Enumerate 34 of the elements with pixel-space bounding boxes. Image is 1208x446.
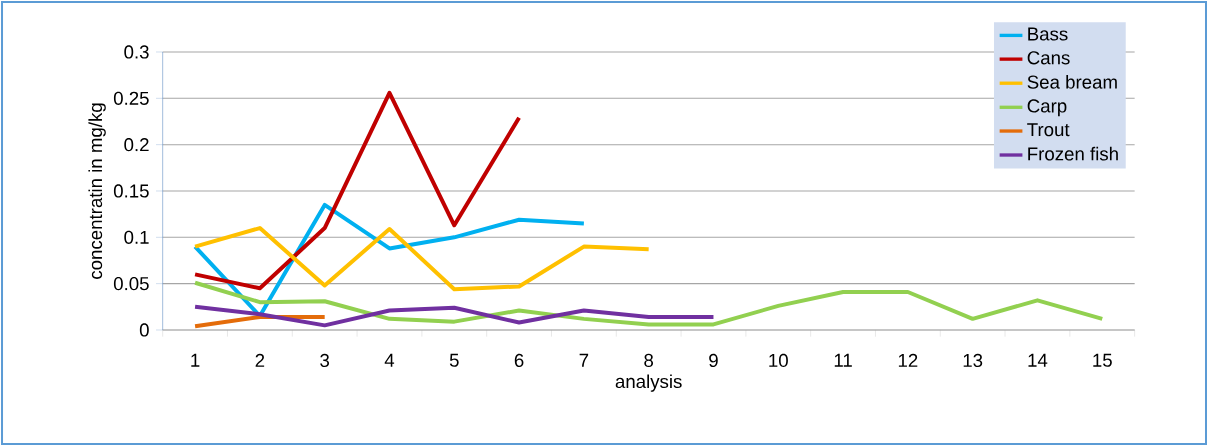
x-tick-label: 3 [320, 353, 330, 368]
x-axis-title: analysis [615, 374, 682, 392]
y-tick-label: 0.05 [113, 277, 149, 291]
y-axis-title: concentratin in mg/kg [88, 103, 106, 279]
x-tick-label: 15 [1093, 353, 1112, 367]
line-series [193, 90, 522, 291]
x-tick-label: 11 [834, 353, 852, 367]
x-tick-label: 6 [514, 353, 524, 368]
x-tick-label: 10 [769, 353, 788, 368]
legend-label: Bass [1028, 27, 1068, 41]
legend-label: Sea bream [1027, 75, 1117, 89]
y-tick-label: 0.3 [124, 45, 149, 59]
x-tick-label: 2 [255, 353, 265, 367]
x-tick-label: 14 [1028, 353, 1048, 367]
x-tick-label: 5 [449, 353, 459, 367]
x-tick-label: 9 [709, 353, 718, 368]
x-tick-label: 4 [384, 353, 395, 367]
x-tick-label: 13 [963, 353, 983, 368]
line-series [193, 226, 651, 292]
legend-label: Frozen fish [1028, 146, 1118, 161]
legend-label: Cans [1027, 51, 1070, 65]
x-tick-label: 8 [644, 353, 654, 368]
y-tick-label: 0.1 [124, 230, 149, 244]
legend-label: Carp [1027, 99, 1067, 117]
y-tick-label: 0.25 [113, 91, 149, 105]
x-tick-label: 7 [579, 353, 589, 367]
y-tick-label: 0 [139, 323, 149, 337]
y-tick-label: 0.15 [113, 184, 149, 198]
line-series [193, 280, 1105, 327]
y-tick-label: 0.2 [124, 138, 149, 152]
x-tick-label: 1 [191, 353, 200, 367]
legend-label: Trout [1027, 123, 1070, 137]
x-tick-label: 12 [898, 353, 918, 367]
line-series [193, 304, 716, 328]
